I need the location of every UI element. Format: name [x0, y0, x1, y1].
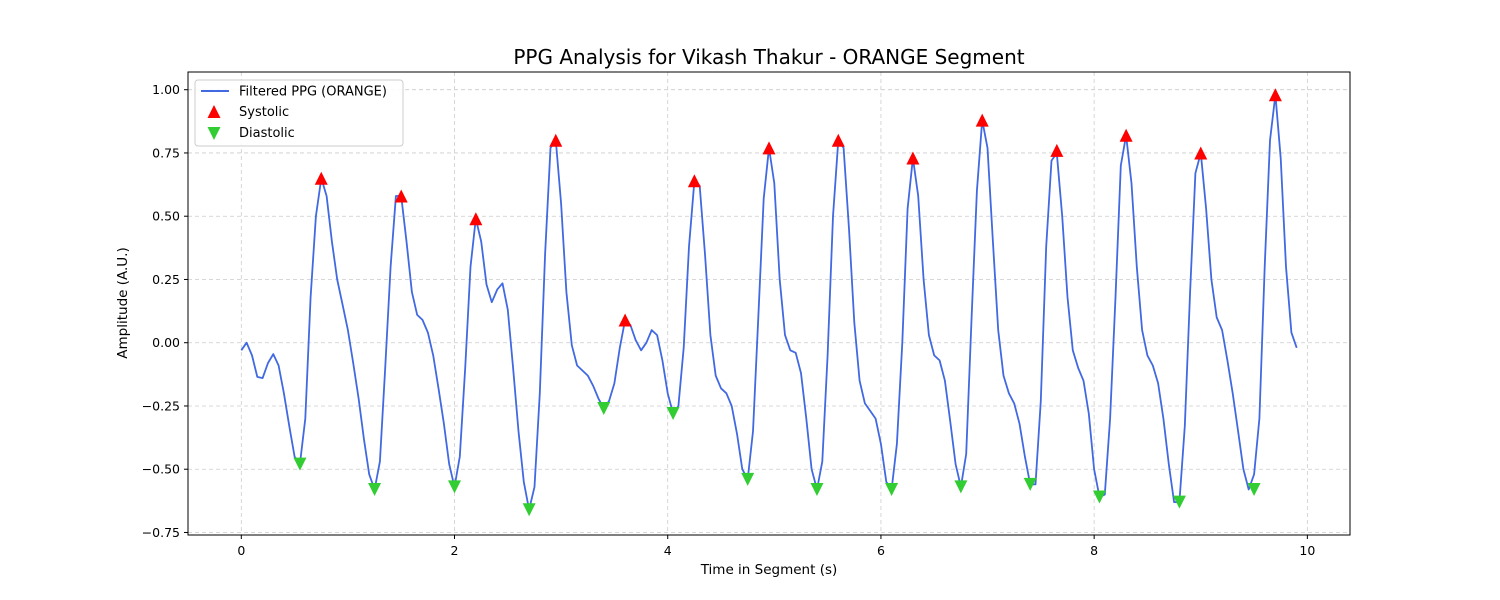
systolic-marker	[1119, 128, 1133, 142]
legend-label-diastolic: Diastolic	[239, 126, 295, 141]
y-tick-label: 0.00	[152, 335, 180, 350]
y-tick-label: 0.75	[152, 145, 180, 160]
x-tick-label: 4	[664, 543, 672, 558]
systolic-marker	[687, 174, 701, 188]
systolic-marker	[1050, 143, 1064, 157]
x-tick-label: 10	[1299, 543, 1315, 558]
diastolic-marker	[1172, 495, 1186, 509]
legend-diastolic-swatch	[207, 127, 221, 140]
diastolic-marker	[810, 482, 824, 496]
x-tick-label: 6	[877, 543, 885, 558]
systolic-marker	[469, 212, 483, 226]
markers	[293, 88, 1282, 517]
systolic-marker	[618, 313, 632, 327]
systolic-marker	[975, 113, 989, 127]
diastolic-marker	[1023, 477, 1037, 491]
diastolic-marker	[885, 482, 899, 496]
chart-title: PPG Analysis for Vikash Thakur - ORANGE …	[513, 45, 1024, 69]
systolic-marker	[1268, 88, 1282, 102]
systolic-marker	[906, 151, 920, 165]
legend-box	[194, 79, 404, 147]
legend: Filtered PPG (ORANGE) Systolic Diastolic	[194, 79, 404, 147]
legend-label-systolic: Systolic	[239, 105, 289, 120]
y-axis-label: Amplitude (A.U.)	[115, 247, 131, 358]
diastolic-marker	[368, 482, 382, 496]
systolic-marker	[549, 133, 563, 147]
x-tick-label: 2	[451, 543, 459, 558]
diastolic-marker	[522, 503, 536, 517]
x-tick-label: 0	[237, 543, 245, 558]
diastolic-marker	[954, 480, 968, 494]
systolic-marker	[831, 133, 845, 147]
x-tick-label: 8	[1090, 543, 1098, 558]
diastolic-marker	[666, 407, 680, 421]
diastolic-marker	[1092, 490, 1106, 504]
y-tick-label: 1.00	[152, 82, 180, 97]
axes-ticks: 0 2 4 6 8 10 −0.75 −0.50 −0.25 0.00 0.25 0.50 0.75 1.…	[142, 82, 1316, 558]
diastolic-marker	[597, 401, 611, 415]
legend-label-filtered-ppg: Filtered PPG (ORANGE)	[239, 85, 387, 100]
diastolic-marker	[741, 472, 755, 486]
systolic-marker	[394, 189, 408, 203]
y-tick-label: 0.50	[152, 209, 180, 224]
y-tick-label: 0.25	[152, 272, 180, 287]
plot-frame	[187, 71, 1351, 536]
y-tick-label: −0.75	[142, 525, 180, 540]
x-axis-label: Time in Segment (s)	[700, 562, 838, 578]
systolic-marker	[762, 141, 776, 155]
systolic-marker	[314, 171, 328, 185]
diastolic-marker	[1247, 482, 1261, 496]
y-tick-label: −0.25	[142, 398, 180, 413]
y-tick-label: −0.50	[142, 462, 180, 477]
diastolic-marker	[293, 457, 307, 471]
systolic-marker	[1194, 146, 1208, 160]
diastolic-marker	[448, 480, 462, 494]
legend-systolic-swatch	[207, 105, 221, 118]
